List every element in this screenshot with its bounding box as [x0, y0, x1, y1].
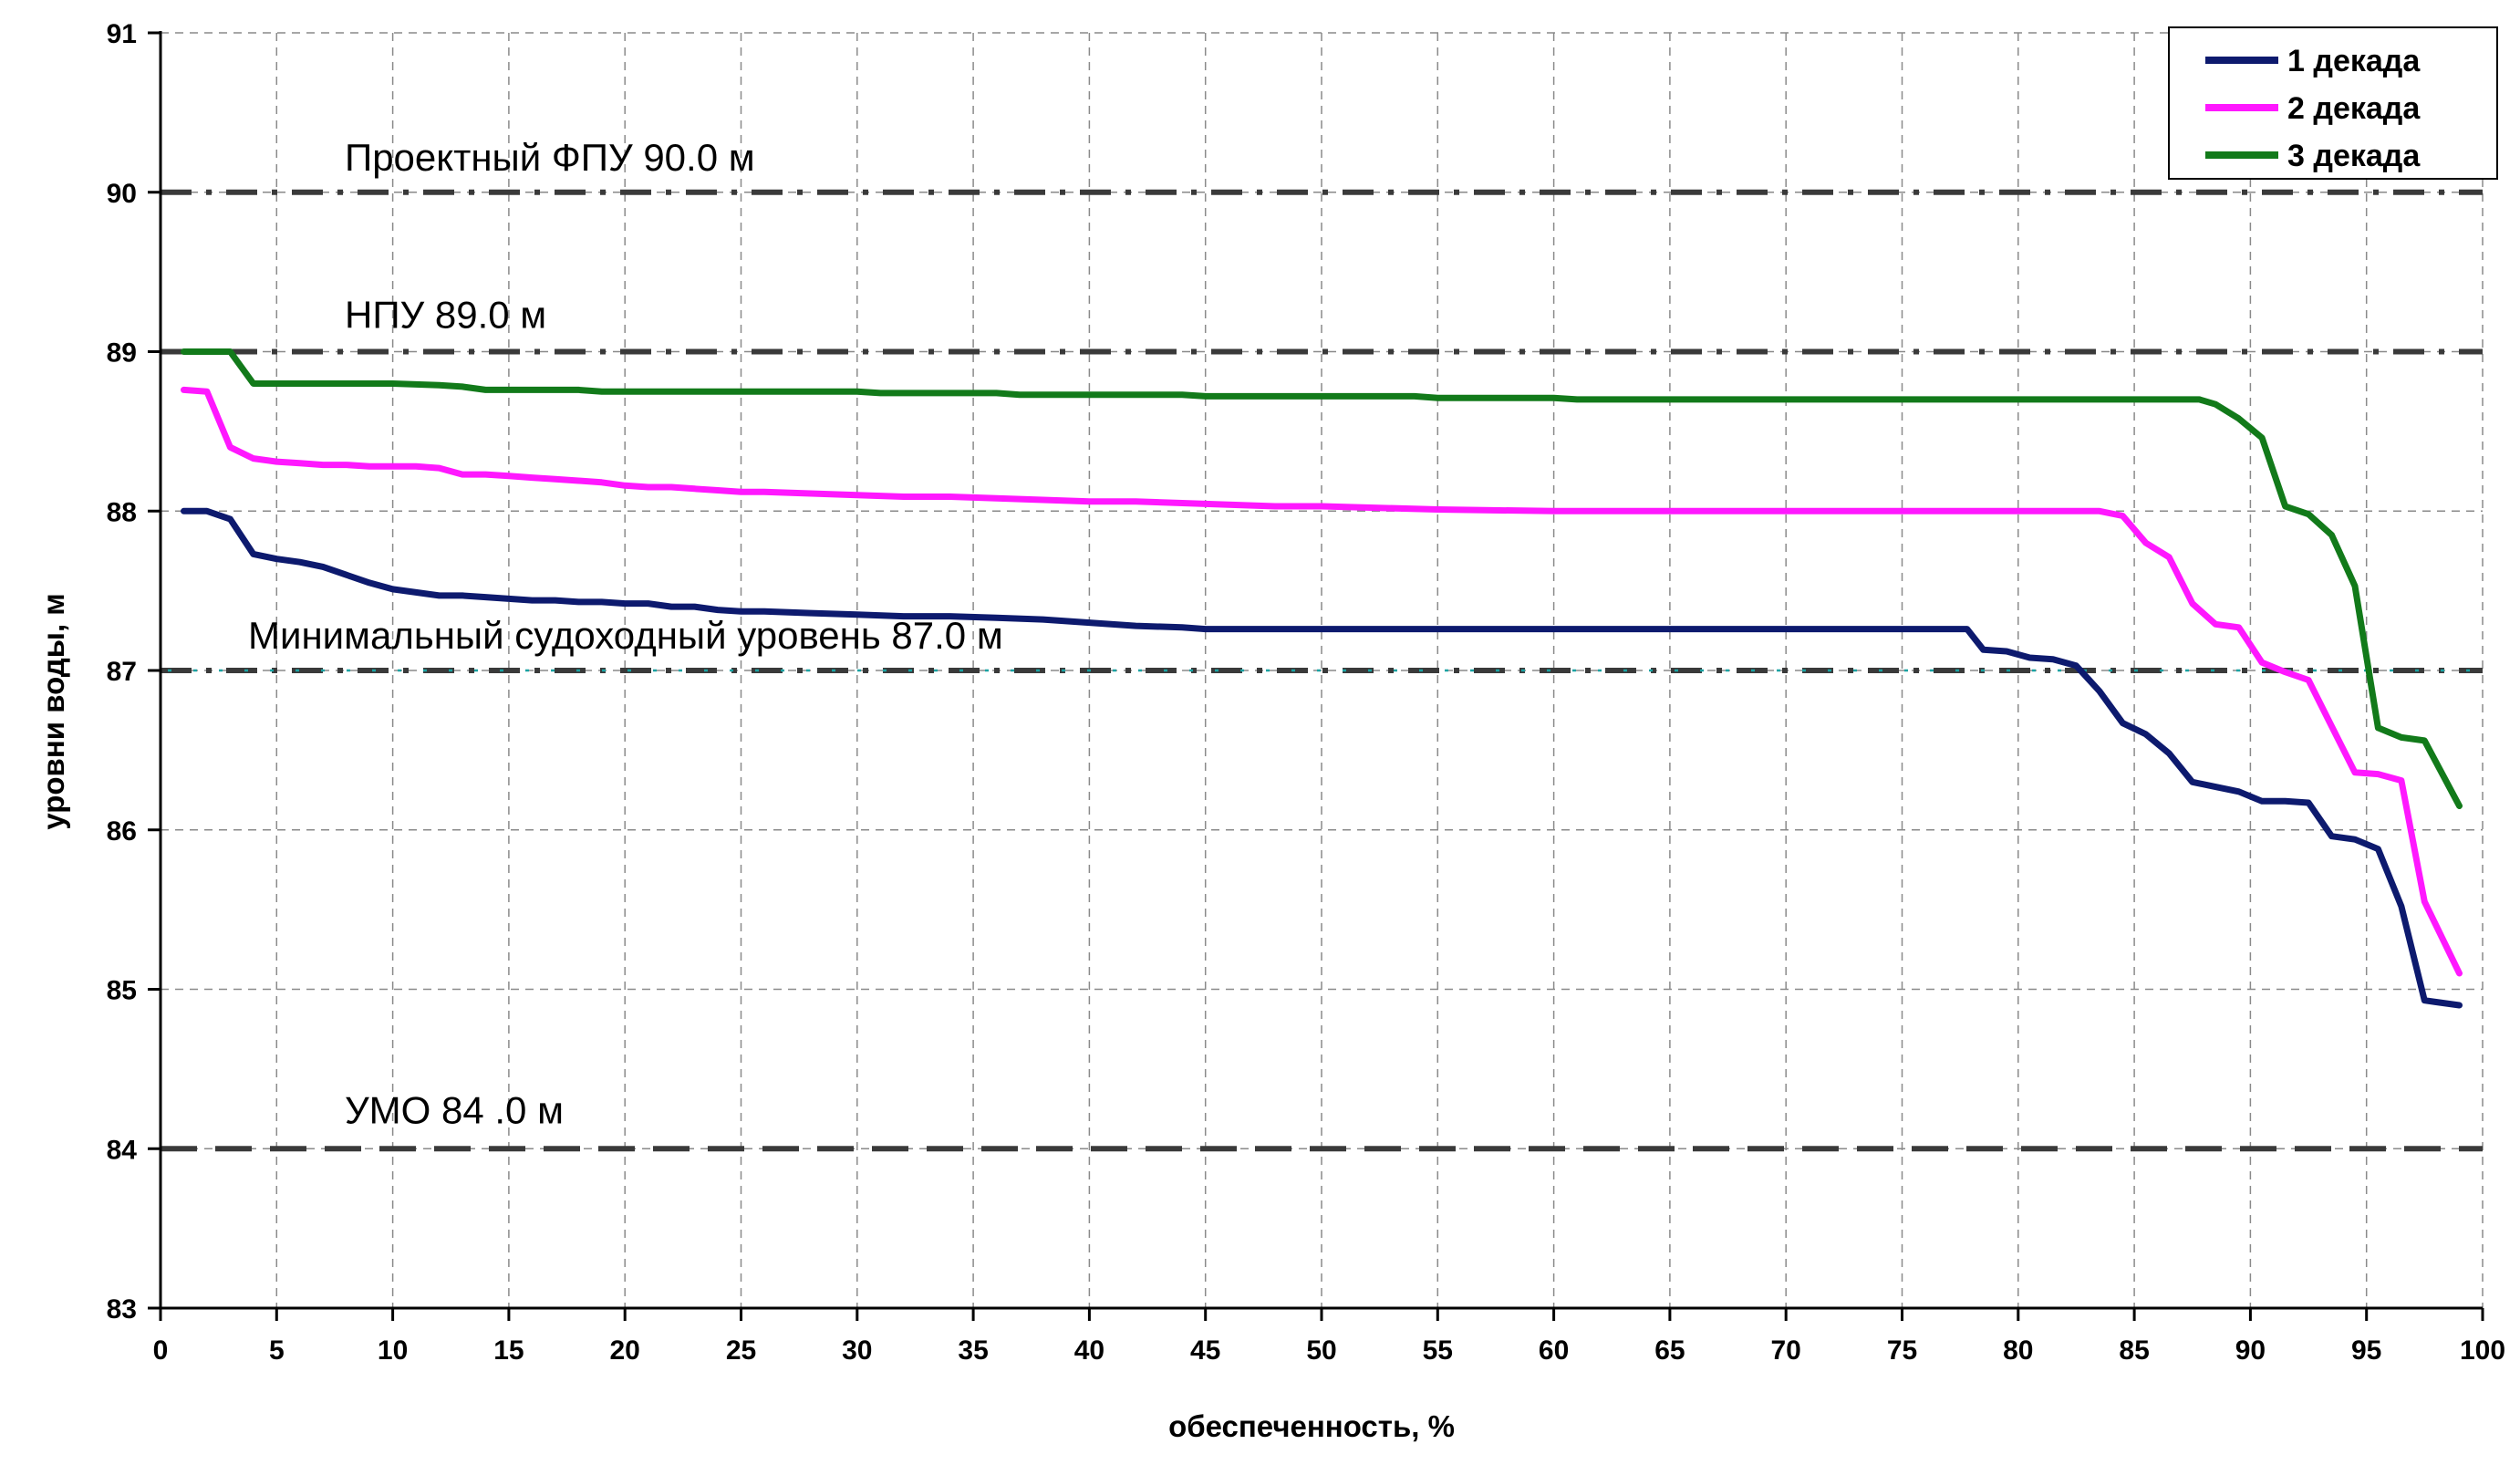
reference-lines — [161, 189, 2483, 1152]
y-tick-label: 83 — [107, 1294, 137, 1325]
x-tick-label: 95 — [2351, 1335, 2381, 1366]
series-lines — [181, 348, 2463, 1009]
x-tick-label: 15 — [493, 1335, 524, 1366]
x-tick-label: 25 — [726, 1335, 756, 1366]
y-tick-label: 91 — [107, 19, 137, 49]
x-tick-label: 65 — [1654, 1335, 1685, 1366]
x-tick-label: 40 — [1074, 1335, 1104, 1366]
x-tick-label: 10 — [378, 1335, 408, 1366]
y-tick-label: 85 — [107, 976, 137, 1006]
reference-label: НПУ 89.0 м — [345, 294, 546, 337]
y-axis-title: уровни воды, м — [36, 593, 70, 829]
series-line-1 — [181, 507, 2463, 1009]
x-tick-label: 55 — [1423, 1335, 1453, 1366]
x-tick-label: 90 — [2235, 1335, 2266, 1366]
reference-label: Проектный ФПУ 90.0 м — [345, 136, 755, 179]
x-tick-label: 30 — [842, 1335, 872, 1366]
y-tick-label: 87 — [107, 657, 137, 687]
x-axis-title: обеспеченность, % — [1168, 1409, 1455, 1443]
x-tick-label: 75 — [1887, 1335, 1917, 1366]
reference-labels: Проектный ФПУ 90.0 м НПУ 89.0 м Минимальны… — [248, 136, 1003, 1132]
legend: 1 декада 2 декада 3 декада — [2168, 26, 2498, 180]
y-tick-label: 86 — [107, 816, 137, 847]
legend-label-2: 2 декада — [2287, 91, 2421, 126]
x-tick-label: 20 — [610, 1335, 640, 1366]
x-tick-label: 5 — [269, 1335, 285, 1366]
reference-label: УМО 84 .0 м — [345, 1088, 564, 1131]
x-tick-label: 0 — [153, 1335, 169, 1366]
x-tick-label: 100 — [2460, 1335, 2505, 1366]
reference-label: Минимальный судоходный уровень 87.0 м — [248, 614, 1003, 657]
x-tick-label: 35 — [958, 1335, 988, 1366]
x-tick-label: 70 — [1771, 1335, 1801, 1366]
y-tick-label: 88 — [107, 497, 137, 527]
y-tick-label: 90 — [107, 179, 137, 209]
x-tick-label: 85 — [2119, 1335, 2149, 1366]
legend-label-3: 3 декада — [2287, 139, 2421, 173]
x-tick-label: 45 — [1190, 1335, 1220, 1366]
x-tick-label: 60 — [1539, 1335, 1569, 1366]
series-line-3 — [181, 348, 2463, 809]
y-tick-label: 89 — [107, 338, 137, 369]
series-line-2 — [181, 386, 2463, 977]
x-tick-label: 50 — [1306, 1335, 1336, 1366]
tick-labels: 0 5 10 15 20 25 30 35 40 45 50 55 60 65 70 75 80 85 90 95 10… — [107, 19, 2505, 1366]
y-tick-label: 84 — [107, 1135, 138, 1165]
x-tick-label: 80 — [2003, 1335, 2033, 1366]
legend-label-1: 1 декада — [2287, 44, 2421, 78]
